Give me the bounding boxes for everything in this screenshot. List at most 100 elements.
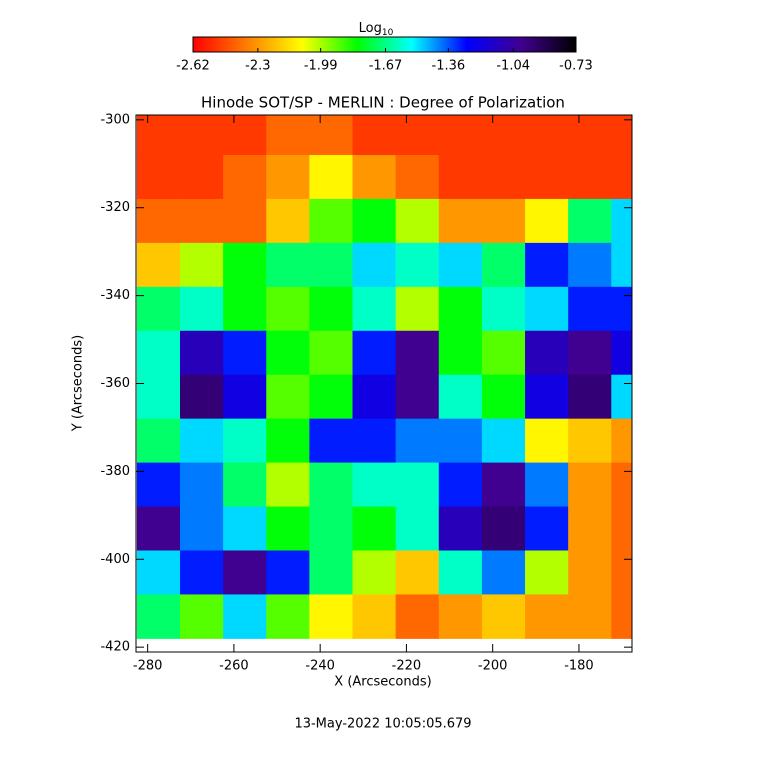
heat-cell <box>395 242 440 288</box>
heat-cell <box>309 286 354 332</box>
heat-cell <box>438 506 483 551</box>
heat-cell <box>611 594 632 639</box>
heat-cell <box>223 242 267 288</box>
heat-cell <box>568 242 612 288</box>
heat-cell <box>266 462 310 508</box>
heat-cell <box>568 506 612 551</box>
heat-cell <box>179 242 224 288</box>
y-tick-label: -420 <box>100 640 130 655</box>
heat-cell <box>223 115 267 156</box>
colorbar-tick-label: -1.36 <box>432 59 466 74</box>
heat-cell <box>438 115 483 156</box>
footer-date: 13-May-2022 10:05:05.679 <box>294 717 471 732</box>
x-tick-label: -220 <box>392 659 422 674</box>
heat-cell <box>525 594 569 639</box>
heat-cell <box>568 115 612 156</box>
heat-cell <box>611 154 632 200</box>
heat-cell <box>611 418 632 464</box>
y-tick-label: -380 <box>100 464 130 479</box>
heat-cell <box>481 286 526 332</box>
heat-cell <box>309 330 354 376</box>
heat-cell <box>136 374 181 420</box>
heat-cell <box>438 286 483 332</box>
heat-cell <box>611 462 632 508</box>
heat-cell <box>395 286 440 332</box>
heat-cell <box>223 594 267 639</box>
heat-cell <box>179 550 224 595</box>
heat-cell <box>223 154 267 200</box>
colorbar <box>192 36 577 53</box>
heat-cell <box>309 115 354 156</box>
heat-cell <box>309 506 354 551</box>
heat-cell <box>136 115 181 156</box>
heat-cell <box>395 506 440 551</box>
heat-cell <box>136 286 181 332</box>
heat-cell <box>438 154 483 200</box>
heat-cell <box>223 418 267 464</box>
heat-cell <box>223 550 267 595</box>
heat-cell <box>223 506 267 551</box>
heat-cell <box>266 242 310 288</box>
heat-cell <box>481 594 526 639</box>
heat-cell <box>352 198 397 244</box>
heat-cell <box>438 374 483 420</box>
heat-cell <box>438 550 483 595</box>
heat-cell <box>525 374 569 420</box>
heat-cell <box>568 462 612 508</box>
x-axis-label: X (Arcseconds) <box>334 675 431 690</box>
heat-cell <box>223 330 267 376</box>
heat-cell <box>395 418 440 464</box>
heat-cell <box>481 462 526 508</box>
colorbar-tick-label: -2.3 <box>245 59 270 74</box>
heat-cell <box>395 154 440 200</box>
heat-cell <box>309 198 354 244</box>
heat-cell <box>179 115 224 156</box>
heat-cell <box>309 242 354 288</box>
heat-cell <box>136 154 181 200</box>
heat-cell <box>266 418 310 464</box>
x-tick-label: -240 <box>305 659 335 674</box>
heat-cell <box>481 506 526 551</box>
heat-cell <box>611 550 632 595</box>
heat-cell <box>266 115 310 156</box>
heat-cell <box>136 418 181 464</box>
heat-cell <box>309 462 354 508</box>
heat-cell <box>352 550 397 595</box>
heat-cell <box>179 198 224 244</box>
heat-cell <box>525 198 569 244</box>
colorbar-label: Log10 <box>359 21 394 38</box>
heat-cell <box>223 374 267 420</box>
heat-cell <box>568 198 612 244</box>
heat-cell <box>266 550 310 595</box>
y-tick-label: -300 <box>100 112 130 127</box>
heat-cell <box>611 115 632 156</box>
heat-cell <box>352 462 397 508</box>
heat-cell <box>179 594 224 639</box>
heat-cell <box>611 242 632 288</box>
heat-cell <box>438 242 483 288</box>
heat-cell <box>179 154 224 200</box>
heat-cell <box>223 198 267 244</box>
heat-cell <box>309 550 354 595</box>
heat-cell <box>481 330 526 376</box>
heat-cell <box>266 198 310 244</box>
heat-cell <box>179 418 224 464</box>
heat-cell <box>309 594 354 639</box>
heat-cell <box>223 286 267 332</box>
y-tick-label: -320 <box>100 200 130 215</box>
heat-cell <box>266 594 310 639</box>
heat-cell <box>266 506 310 551</box>
heat-cell <box>438 462 483 508</box>
heat-cell <box>395 594 440 639</box>
heat-cell <box>136 506 181 551</box>
heat-cell <box>395 374 440 420</box>
colorbar-tick-label: -0.73 <box>559 59 593 74</box>
heat-cell <box>481 198 526 244</box>
x-tick-label: -260 <box>219 659 249 674</box>
heat-cell <box>179 374 224 420</box>
heat-cell <box>395 198 440 244</box>
heat-cell <box>352 242 397 288</box>
heat-cell <box>481 550 526 595</box>
y-tick-label: -360 <box>100 376 130 391</box>
heat-cell <box>309 418 354 464</box>
